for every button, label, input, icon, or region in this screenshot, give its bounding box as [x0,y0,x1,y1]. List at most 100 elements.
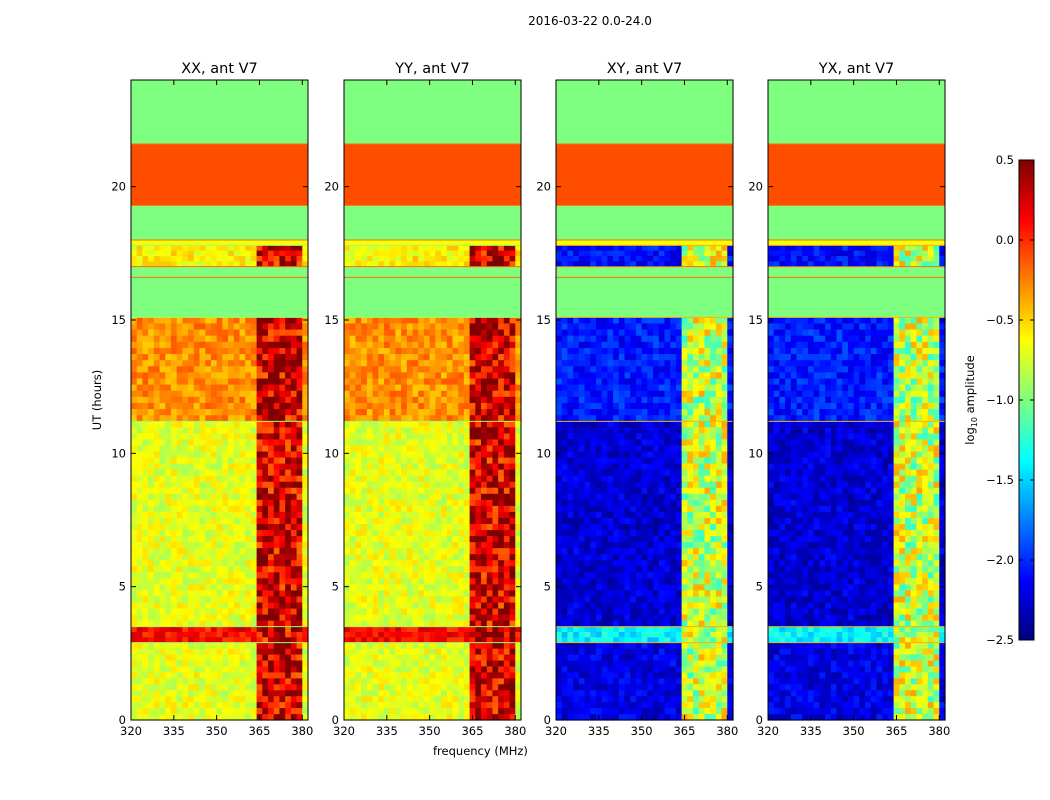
heatmap-cell [233,584,241,592]
heatmap-cell [170,702,178,709]
heatmap-cell [228,590,235,598]
heatmap-cell [233,451,241,459]
heatmap-cell [250,372,258,380]
heatmap-cell [463,451,471,459]
heatmap-cell [635,347,643,355]
heatmap-cell [361,696,368,703]
heatmap-cell [205,690,212,697]
heatmap-cell [349,341,357,349]
heatmap-cell [205,481,212,489]
heatmap-cell [492,261,499,268]
heatmap-cell [561,256,569,262]
heatmap-cell [262,696,269,703]
heatmap-cell [285,696,292,703]
heatmap-cell [418,481,425,489]
heatmap-cell [395,578,402,585]
heatmap-cell [349,487,357,495]
heatmap-cell [349,317,357,325]
heatmap-cell [389,614,396,622]
heatmap-cell [423,702,431,709]
heatmap-cell [361,632,368,638]
heatmap-cell [366,421,374,428]
heatmap-cell [372,481,379,489]
heatmap-cell [239,626,246,633]
heatmap-cell [361,245,368,252]
heatmap-cell [199,451,206,459]
heatmap-cell [159,648,166,656]
heatmap-cell [176,608,183,616]
heatmap-cell [165,493,172,501]
heatmap-cell [239,463,246,471]
heatmap-cell [452,524,459,531]
heatmap-cell [153,608,161,616]
heatmap-cell [239,445,246,453]
heatmap-cell [165,660,172,668]
heatmap-cell [182,341,189,349]
heatmap-cell [389,696,396,703]
heatmap-cell [228,614,235,622]
heatmap-cell [170,560,178,567]
heatmap-cell [182,632,189,638]
heatmap-cell [366,648,374,656]
heatmap-cell [658,341,666,349]
heatmap-cell [401,396,408,404]
heatmap-cell [222,626,229,633]
heatmap-cell [406,335,414,343]
heatmap-cell [509,684,516,691]
heatmap-cell [721,323,728,331]
heatmap-cell [664,378,671,386]
heatmap-cell [481,245,488,252]
heatmap-cell [250,463,258,471]
heatmap-cell [492,360,499,367]
heatmap-cell [233,354,241,361]
heatmap-cell [256,530,263,537]
heatmap-cell [624,261,631,268]
heatmap-cell [715,250,723,257]
heatmap-cell [176,245,183,252]
heatmap-cell [153,433,161,441]
heatmap-cell [222,372,229,380]
heatmap-cell [176,590,183,598]
heatmap-cell [182,678,189,685]
heatmap-cell [481,409,488,416]
heatmap-cell [395,524,402,531]
heatmap-cell [233,256,241,262]
heatmap-cell [383,433,391,441]
heatmap-cell [509,560,516,567]
heatmap-cell [607,335,614,343]
heatmap-cell [429,602,436,610]
heatmap-cell [302,648,309,656]
heatmap-cell [429,347,436,355]
heatmap-cell [165,347,172,355]
heatmap-cell [423,505,431,513]
heatmap-cell [182,451,189,459]
heatmap-cell [290,378,298,386]
heatmap-cell [182,608,189,616]
heatmap-cell [349,678,357,685]
heatmap-cell [515,457,522,465]
heatmap-cell [349,672,357,679]
heatmap-cell [170,596,178,604]
heatmap-cell [406,684,414,691]
heatmap-cell [228,511,235,519]
heatmap-cell [423,684,431,691]
heatmap-cell [302,499,309,507]
heatmap-cell [509,487,516,495]
heatmap-cell [624,245,631,252]
heatmap-cell [268,702,275,709]
heatmap-cell [503,620,511,628]
heatmap-cell [441,481,448,489]
heatmap-cell [515,660,522,668]
heatmap-cell [429,584,436,592]
heatmap-cell [601,360,608,367]
heatmap-cell [458,548,465,555]
heatmap-cell [503,317,511,325]
heatmap-cell [452,439,459,447]
heatmap-cell [256,256,263,262]
heatmap-cell [469,690,476,697]
heatmap-cell [142,548,149,555]
heatmap-cell [715,335,723,343]
heatmap-cell [412,366,419,373]
heatmap-cell [273,347,281,355]
heatmap-cell [406,427,414,435]
